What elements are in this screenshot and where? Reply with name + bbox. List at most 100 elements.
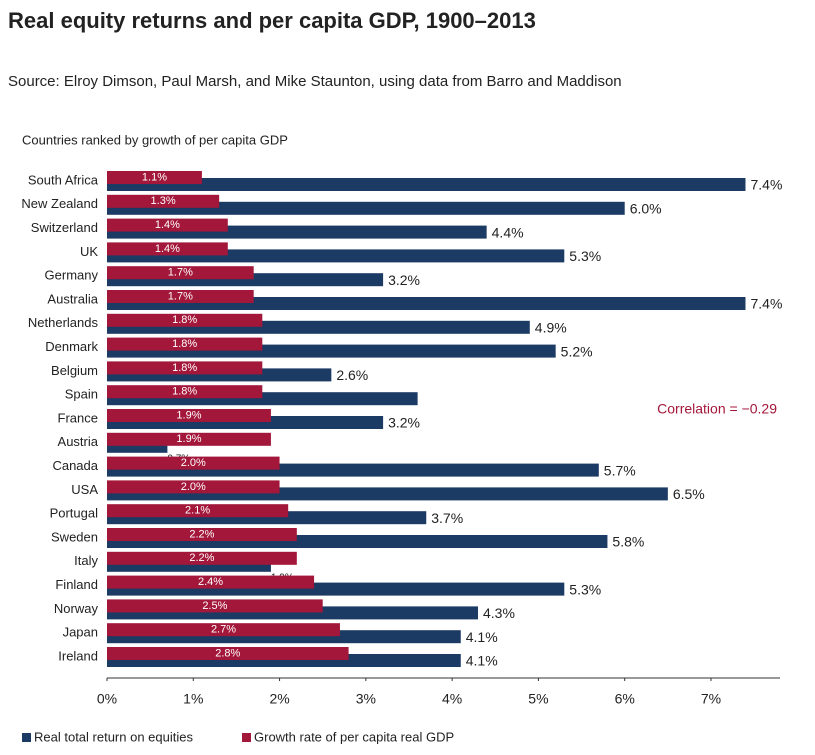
equity-value-label: 7.4%	[750, 296, 782, 312]
equity-value-label: 3.2%	[388, 415, 420, 431]
gdp-value-label: 1.7%	[168, 290, 193, 302]
y-tick-label: New Zealand	[21, 196, 98, 211]
y-tick-label: Belgium	[51, 363, 98, 378]
subtitle: Countries ranked by growth of per capita…	[22, 132, 288, 147]
equity-value-label: 5.8%	[612, 534, 644, 550]
equity-bar	[107, 201, 625, 215]
gdp-bar	[107, 647, 349, 660]
y-tick-label: Germany	[45, 268, 99, 283]
equity-value-label: 6.0%	[630, 201, 662, 217]
gdp-value-label: 1.7%	[168, 267, 193, 279]
y-tick-label: Spain	[65, 387, 98, 402]
x-tick-label: 0%	[97, 691, 117, 707]
y-tick-label: Sweden	[51, 529, 98, 544]
equity-value-label: 4.1%	[466, 653, 498, 669]
equity-value-label: 2.6%	[336, 367, 368, 383]
x-tick-label: 7%	[701, 691, 721, 707]
equity-value-label: 4.3%	[483, 605, 515, 621]
gdp-bar	[107, 551, 297, 565]
gdp-value-label: 1.9%	[176, 409, 201, 421]
equity-value-label: 3.2%	[388, 272, 420, 288]
gdp-value-label: 1.8%	[172, 362, 197, 374]
y-tick-label: Australia	[47, 291, 98, 306]
gdp-bar	[107, 575, 315, 589]
y-tick-label: Ireland	[58, 648, 98, 663]
gdp-bar	[107, 266, 254, 280]
y-tick-label: UK	[80, 244, 98, 259]
gdp-value-label: 1.8%	[172, 338, 197, 350]
gdp-value-label: 1.9%	[176, 433, 201, 445]
y-tick-label: Netherlands	[28, 315, 99, 330]
gdp-bar	[107, 218, 228, 232]
gdp-value-label: 1.1%	[142, 171, 167, 183]
gdp-value-label: 1.3%	[151, 195, 176, 207]
legend-swatch	[242, 733, 251, 742]
equity-value-label: 3.7%	[431, 510, 463, 526]
source: Source: Elroy Dimson, Paul Marsh, and Mi…	[8, 73, 622, 90]
equity-bar	[107, 178, 746, 191]
annotation: Correlation = −0.29	[657, 401, 777, 417]
legend-label: Growth rate of per capita real GDP	[254, 729, 454, 744]
equity-value-label: 4.1%	[466, 629, 498, 645]
gdp-value-label: 2.2%	[189, 552, 214, 564]
y-tick-label: Japan	[63, 625, 98, 640]
equity-value-label: 5.7%	[604, 462, 636, 478]
y-tick-label: Italy	[74, 553, 98, 568]
equity-value-label: 7.4%	[750, 177, 782, 193]
gdp-bar	[107, 313, 263, 327]
x-tick-label: 5%	[528, 691, 548, 707]
gdp-value-label: 2.0%	[181, 481, 206, 493]
y-tick-label: Austria	[58, 434, 99, 449]
gdp-bar	[107, 480, 280, 494]
y-tick-label: South Africa	[28, 172, 99, 187]
legend-label: Real total return on equities	[34, 729, 193, 744]
y-tick-label: Norway	[54, 601, 99, 616]
gdp-value-label: 2.2%	[189, 528, 214, 540]
gdp-value-label: 2.8%	[215, 647, 240, 659]
gdp-bar	[107, 456, 280, 470]
x-tick-label: 6%	[615, 691, 635, 707]
gdp-value-label: 2.7%	[211, 624, 236, 636]
gdp-value-label: 1.8%	[172, 314, 197, 326]
gdp-value-label: 2.5%	[202, 600, 227, 612]
gdp-bar	[107, 528, 297, 541]
chart-title: Real equity returns and per capita GDP, …	[8, 8, 536, 33]
equity-value-label: 5.2%	[561, 343, 593, 359]
equity-value-label: 6.5%	[673, 486, 705, 502]
gdp-bar	[107, 599, 323, 613]
y-tick-label: Canada	[52, 458, 98, 473]
gdp-bar	[107, 194, 220, 208]
y-tick-label: Switzerland	[31, 220, 98, 235]
equity-value-label: 5.3%	[569, 581, 601, 597]
legend-swatch	[22, 733, 31, 742]
gdp-value-label: 2.0%	[181, 457, 206, 469]
gdp-value-label: 1.8%	[172, 386, 197, 398]
y-tick-label: France	[58, 410, 98, 425]
gdp-bar	[107, 337, 263, 351]
gdp-bar	[107, 290, 254, 303]
gdp-bar	[107, 504, 289, 518]
x-tick-label: 4%	[442, 691, 462, 707]
y-tick-label: USA	[71, 482, 98, 497]
equity-value-label: 4.4%	[492, 224, 524, 240]
y-tick-label: Portugal	[50, 506, 99, 521]
gdp-bar	[107, 432, 271, 446]
gdp-bar	[107, 409, 271, 422]
y-tick-label: Denmark	[45, 339, 98, 354]
gdp-value-label: 2.4%	[198, 576, 223, 588]
x-tick-label: 3%	[356, 691, 376, 707]
y-tick-label: Finland	[55, 577, 98, 592]
gdp-bar	[107, 171, 202, 184]
gdp-value-label: 1.4%	[155, 243, 180, 255]
gdp-bar	[107, 623, 340, 637]
gdp-value-label: 1.4%	[155, 219, 180, 231]
gdp-bar	[107, 385, 263, 399]
x-tick-label: 1%	[183, 691, 203, 707]
equity-value-label: 4.9%	[535, 320, 567, 336]
equity-bar	[107, 297, 746, 310]
gdp-value-label: 2.1%	[185, 505, 210, 517]
x-tick-label: 2%	[269, 691, 289, 707]
equity-value-label: 5.3%	[569, 248, 601, 264]
gdp-bar	[107, 361, 263, 375]
